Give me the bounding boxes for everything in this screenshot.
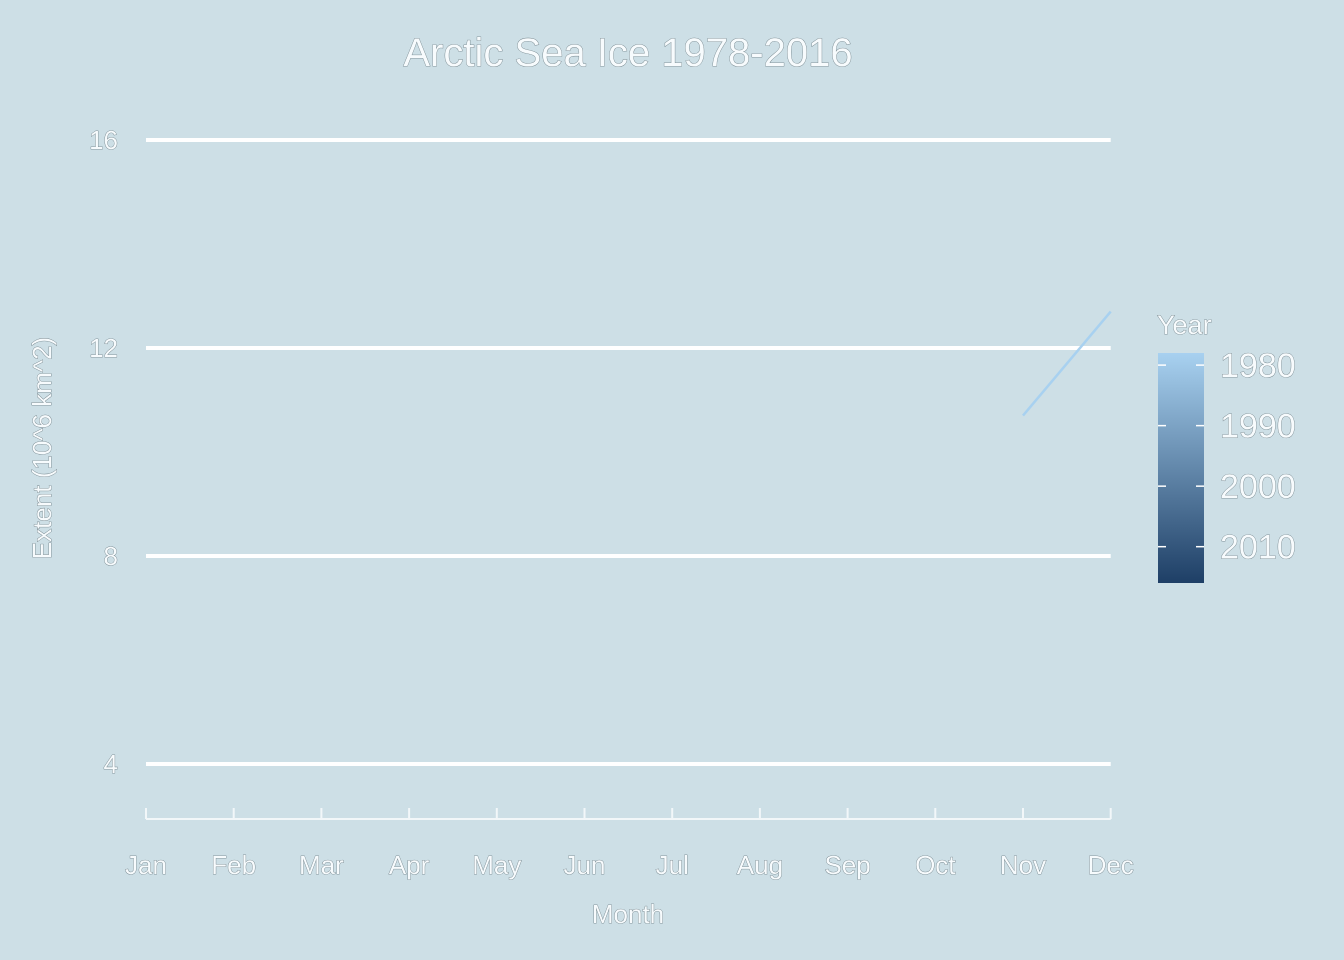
y-tick-label-16: 16 [89, 125, 118, 155]
x-tick-label-dec: Dec [1088, 850, 1134, 880]
legend-label-2010: 2010 [1220, 529, 1296, 567]
legend-ticks: 1980 1990 2000 2010 [1158, 347, 1296, 567]
x-axis: Jan Feb Mar Apr May Jun Jul Aug Sep Oct Nov Dec [125, 808, 1134, 880]
x-tick-label-jan: Jan [125, 850, 167, 880]
x-tick-label-mar: Mar [299, 850, 344, 880]
x-tick-label-jun: Jun [564, 850, 606, 880]
series-layer [1022, 310, 1112, 417]
x-tick-label-oct: Oct [915, 850, 956, 880]
series-line-0 [1022, 310, 1112, 417]
x-tick-label-feb: Feb [211, 850, 256, 880]
x-tick-label-apr: Apr [389, 850, 430, 880]
x-axis-title: Month [592, 899, 664, 929]
y-tick-label-8: 8 [104, 541, 118, 571]
y-axis-tick-labels: 4 8 12 16 [89, 125, 119, 780]
gridlines [146, 138, 1111, 766]
x-tick-label-nov: Nov [1000, 850, 1046, 880]
legend-label-1990: 1990 [1220, 408, 1296, 446]
legend-title: Year [1157, 310, 1212, 340]
y-axis-title: Extent (10^6 km^2) [27, 337, 57, 559]
y-tick-label-12: 12 [89, 333, 118, 363]
legend-label-1980: 1980 [1220, 347, 1296, 385]
x-tick-label-jul: Jul [656, 850, 689, 880]
x-tick-label-sep: Sep [824, 850, 870, 880]
x-tick-label-aug: Aug [737, 850, 783, 880]
legend-colorbar [1158, 353, 1204, 583]
y-tick-label-4: 4 [104, 749, 118, 779]
legend-label-2000: 2000 [1220, 468, 1296, 506]
x-tick-label-may: May [472, 850, 521, 880]
year-legend: Year 1980 1990 2000 2010 [1157, 310, 1296, 583]
chart-title: Arctic Sea Ice 1978-2016 [403, 31, 852, 75]
